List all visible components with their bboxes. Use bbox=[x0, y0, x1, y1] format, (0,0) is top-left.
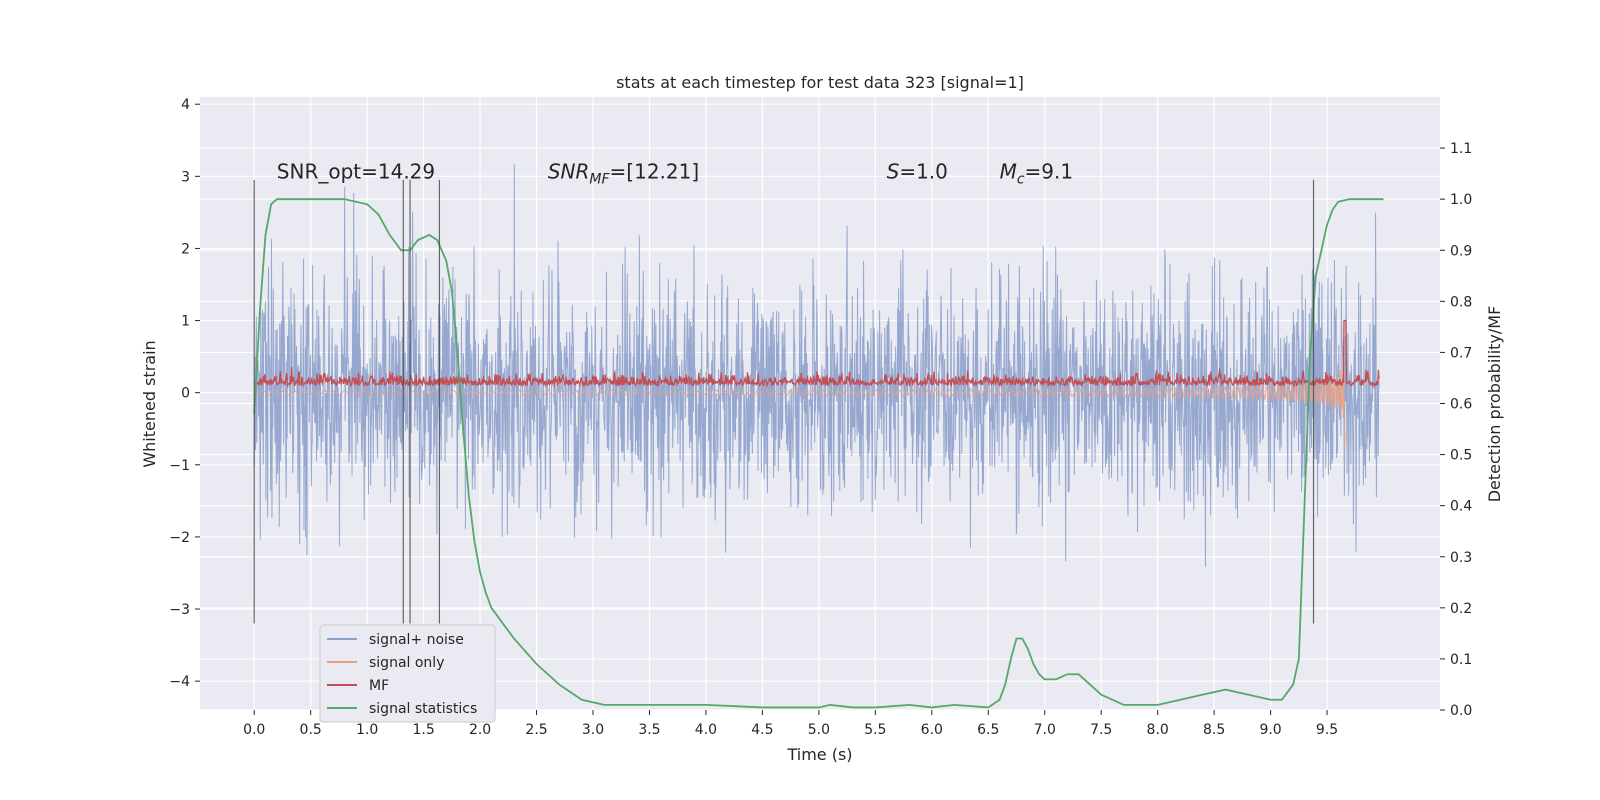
x-tick-label: 1.0 bbox=[356, 722, 378, 738]
y2-tick-label: 0.7 bbox=[1450, 345, 1472, 361]
x-axis-label: Time (s) bbox=[786, 745, 852, 764]
annotation: S=1.0 bbox=[887, 159, 948, 183]
y-tick-label: 0 bbox=[181, 386, 190, 402]
y-tick-label: 3 bbox=[181, 169, 190, 185]
legend-label-signal-only: signal only bbox=[369, 655, 444, 671]
series-layer bbox=[253, 163, 1384, 709]
x-tick-label: 5.0 bbox=[808, 722, 830, 738]
y-tick-label: −4 bbox=[169, 674, 190, 690]
legend-label-signal-statistics: signal statistics bbox=[369, 701, 477, 717]
x-tick-label: 2.0 bbox=[469, 722, 491, 738]
y2-tick-label: 0.3 bbox=[1450, 550, 1472, 566]
y2-axis-label: Detection probability/MF bbox=[1485, 306, 1504, 503]
annotation: SNR_opt=14.29 bbox=[277, 159, 435, 183]
y2-tick-label: 0.5 bbox=[1450, 448, 1472, 464]
vertical-markers bbox=[253, 179, 1315, 624]
y-tick-label: −2 bbox=[169, 530, 190, 546]
legend-box bbox=[319, 624, 496, 723]
legend-label-signal-noise: signal+ noise bbox=[369, 632, 464, 648]
x-tick-label: 1.5 bbox=[412, 722, 434, 738]
x-tick-label: 3.0 bbox=[582, 722, 604, 738]
y2-tick-label: 0.4 bbox=[1450, 499, 1472, 515]
y2-tick-label: 0.1 bbox=[1450, 652, 1472, 668]
x-tick-label: 9.0 bbox=[1259, 722, 1281, 738]
legend: signal+ noise signal only MF signal stat… bbox=[319, 624, 496, 723]
y2-tick-label: 1.0 bbox=[1450, 192, 1472, 208]
annotation: SNRMF=[12.21] bbox=[548, 159, 699, 187]
y2-tick-label: 0.6 bbox=[1450, 397, 1472, 413]
x-tick-label: 0.5 bbox=[300, 722, 322, 738]
x-tick-label: 8.5 bbox=[1203, 722, 1225, 738]
y-axis-label: Whitened strain bbox=[140, 340, 159, 467]
x-tick-label: 4.5 bbox=[751, 722, 773, 738]
y-tick-label: 4 bbox=[181, 97, 190, 113]
x-tick-label: 6.0 bbox=[921, 722, 943, 738]
y2-tick-label: 0.9 bbox=[1450, 243, 1472, 259]
y2-tick-label: 0.2 bbox=[1450, 601, 1472, 617]
y-tick-label: −1 bbox=[169, 458, 190, 474]
series-signal-noise bbox=[253, 163, 1380, 567]
annotation: Mc=9.1 bbox=[1000, 159, 1074, 187]
x-axis-ticks: 0.0 0.5 1.0 1.5 2.0 2.5 3.0 3.5 4.0 4.5 5.0 5.5 6.0 6… bbox=[243, 710, 1338, 738]
legend-label-mf: MF bbox=[369, 678, 389, 694]
y-tick-label: 1 bbox=[181, 314, 190, 330]
series-signal-statistics bbox=[253, 198, 1384, 709]
chart-title: stats at each timestep for test data 323… bbox=[616, 73, 1024, 92]
x-tick-label: 8.0 bbox=[1147, 722, 1169, 738]
y2-tick-label: 0.0 bbox=[1450, 703, 1472, 719]
series-mf bbox=[253, 319, 1380, 388]
x-tick-label: 0.0 bbox=[243, 722, 265, 738]
x-tick-label: 7.5 bbox=[1090, 722, 1112, 738]
y2-tick-label: 0.8 bbox=[1450, 294, 1472, 310]
y-tick-label: −3 bbox=[169, 602, 190, 618]
x-tick-label: 5.5 bbox=[864, 722, 886, 738]
series-signal-only bbox=[253, 369, 1346, 453]
x-tick-label: 2.5 bbox=[525, 722, 547, 738]
x-tick-label: 6.5 bbox=[977, 722, 999, 738]
annotations: SNR_opt=14.29 SNRMF=[12.21] S=1.0 Mc=9.1 bbox=[277, 159, 1073, 187]
y-axis-ticks: −4 −3 −2 −1 0 1 2 3 4 bbox=[169, 97, 200, 690]
x-tick-label: 7.0 bbox=[1034, 722, 1056, 738]
y2-tick-label: 1.1 bbox=[1450, 141, 1472, 157]
x-tick-label: 3.5 bbox=[638, 722, 660, 738]
y-tick-label: 2 bbox=[181, 241, 190, 257]
y2-axis-ticks: 0.0 0.1 0.2 0.3 0.4 0.5 0.6 0.7 0.8 0.9 1.0 1.1 bbox=[1440, 141, 1472, 719]
x-tick-label: 9.5 bbox=[1316, 722, 1338, 738]
x-tick-label: 4.0 bbox=[695, 722, 717, 738]
